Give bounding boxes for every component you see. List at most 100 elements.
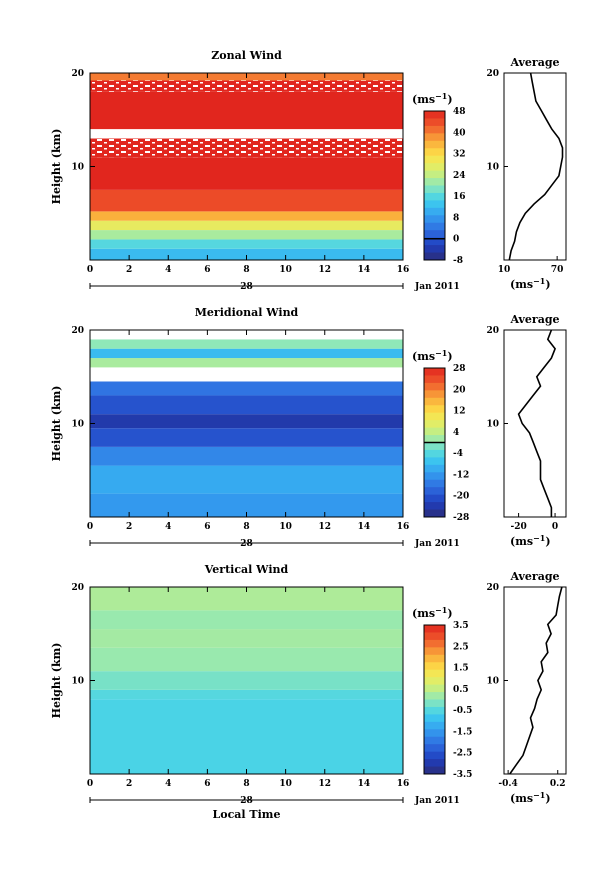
colorbar-segment [424, 442, 445, 451]
colorbar-tick-label: 28 [453, 364, 466, 374]
data-band [90, 339, 403, 349]
colorbar-segment [424, 487, 445, 496]
data-band [90, 587, 403, 611]
colorbar-tick-label: 8 [453, 213, 459, 223]
colorbar-segment [424, 706, 445, 715]
data-band [90, 699, 403, 774]
average-title: Average [509, 56, 559, 69]
colorbar-tick-label: -20 [453, 492, 469, 502]
data-band [90, 367, 403, 382]
data-band [90, 348, 403, 359]
data-band [90, 414, 403, 429]
average-frame [503, 586, 567, 775]
x-tick-label: 4 [165, 522, 171, 532]
colorbar-segment [424, 382, 445, 391]
colorbar-tick-label: 16 [453, 192, 466, 202]
colorbar-segment [424, 405, 445, 414]
colorbar-segment [424, 420, 445, 429]
colorbar-segment [424, 185, 445, 194]
average-y-tick-label: 20 [486, 583, 499, 593]
x-tick-label: 14 [358, 522, 371, 532]
x-tick-label: 8 [243, 522, 249, 532]
colorbar-segment [424, 457, 445, 466]
colorbar-segment [424, 133, 445, 142]
data-band [90, 248, 403, 260]
data-band [90, 230, 403, 240]
colorbar-segment [424, 639, 445, 648]
average-profile-line [508, 72, 564, 261]
data-band [90, 671, 403, 690]
x-tick-label: 0 [87, 522, 93, 532]
colorbar-frame [423, 624, 446, 775]
data-band [90, 610, 403, 630]
average-unit: (ms−1) [510, 790, 551, 805]
colorbar-tick-label: 0 [453, 235, 459, 245]
panel-title: Zonal Wind [211, 49, 282, 62]
colorbar-segment [424, 375, 445, 384]
colorbar-segment [424, 163, 445, 172]
y-tick-label: 10 [71, 677, 84, 687]
colorbar-tick-label: 24 [453, 171, 466, 181]
colorbar-tick-label: -4 [453, 449, 463, 459]
data-band-gap [90, 138, 403, 158]
colorbar-segment [424, 744, 445, 753]
date-label: Jan 2011 [414, 282, 460, 292]
data-band [90, 381, 403, 396]
colorbar-segment [424, 464, 445, 473]
panel-title: Vertical Wind [204, 563, 289, 576]
colorbar-segment [424, 751, 445, 760]
average-profile-line [517, 329, 557, 517]
data-band [90, 446, 403, 466]
colorbar-segment [424, 397, 445, 406]
colorbar-tick-label: -8 [453, 256, 463, 266]
y-tick-label: 20 [71, 583, 84, 593]
colorbar-tick-label: 32 [453, 150, 466, 160]
colorbar-segment [424, 412, 445, 421]
average-title: Average [509, 313, 559, 326]
colorbar-segment [424, 222, 445, 231]
average-x-tick-label: 0.2 [550, 779, 566, 789]
data-band [90, 189, 403, 212]
x-tick-label: 6 [204, 779, 210, 789]
x-tick-label: 2 [126, 779, 132, 789]
colorbar-tick-label: -2.5 [453, 749, 472, 759]
colorbar-tick-label: 40 [453, 128, 466, 138]
x-tick-label: 8 [243, 265, 249, 275]
x-tick-label: 14 [358, 265, 371, 275]
x-tick-label: 12 [318, 522, 331, 532]
data-band-gap [90, 80, 403, 92]
date-day-label: 28 [240, 796, 253, 806]
data-band [90, 220, 403, 231]
colorbar-segment [424, 170, 445, 179]
colorbar-segment [424, 662, 445, 671]
colorbar-segment [424, 368, 445, 376]
colorbar-segment [424, 721, 445, 730]
data-band [90, 647, 403, 672]
average-x-tick-label: 0 [552, 522, 558, 532]
y-tick-label: 20 [71, 326, 84, 336]
x-tick-label: 10 [279, 522, 292, 532]
x-tick-label: 10 [279, 779, 292, 789]
date-day-label: 28 [240, 539, 253, 549]
average-x-tick-label: 70 [551, 265, 564, 275]
colorbar-segment [424, 472, 445, 481]
colorbar-segment [424, 692, 445, 700]
colorbar-tick-label: 0.5 [453, 685, 469, 695]
colorbar-segment [424, 435, 445, 443]
colorbar-segment [424, 427, 445, 436]
average-frame [503, 72, 567, 261]
colorbar-segment [424, 502, 445, 511]
colorbar-segment [424, 509, 445, 518]
colorbar-segment [424, 178, 445, 186]
y-axis-label: Height (km) [50, 386, 63, 462]
colorbar-tick-label: -12 [453, 470, 469, 480]
colorbar-segment [424, 625, 445, 633]
colorbar-tick-label: 20 [453, 385, 466, 395]
colorbar-segment [424, 647, 445, 656]
average-x-tick-label: -0.4 [498, 779, 517, 789]
colorbar-segment [424, 729, 445, 738]
y-axis-label: Height (km) [50, 643, 63, 719]
x-tick-label: 10 [279, 265, 292, 275]
date-label: Jan 2011 [414, 539, 460, 549]
colorbar-segment [424, 632, 445, 641]
